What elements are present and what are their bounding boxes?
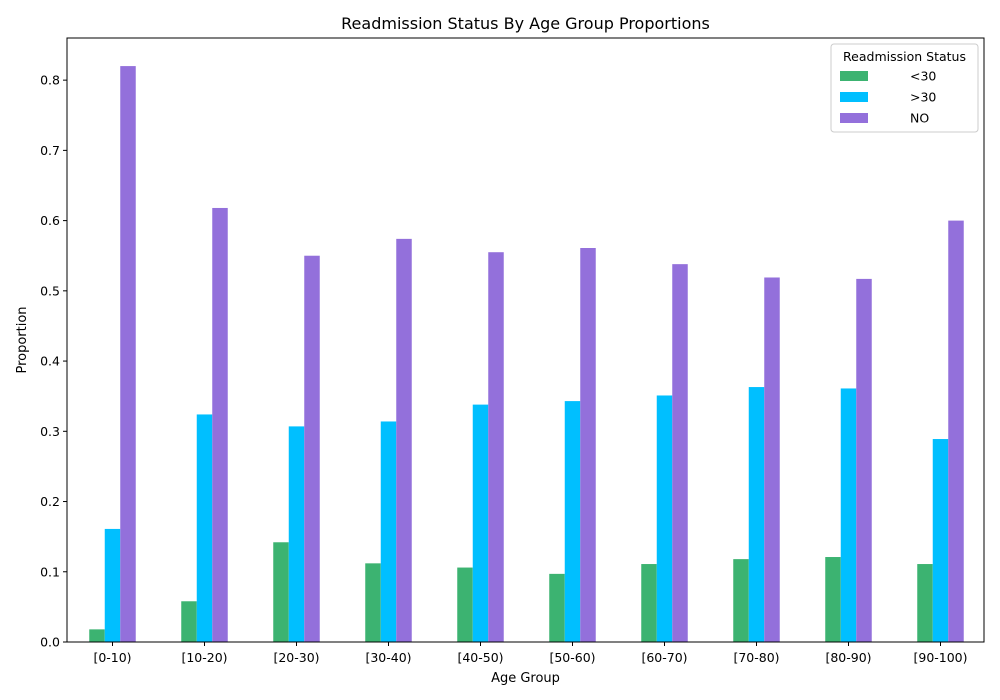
bar [932,439,949,642]
legend-items: <30 >30 NO [840,69,936,126]
chart-title: Readmission Status By Age Group Proporti… [341,14,710,33]
bar [856,278,872,642]
legend-swatch [840,92,868,102]
x-tick-label: [50-60) [549,650,595,665]
bar [840,388,857,642]
x-tick-label: [30-40) [365,650,411,665]
y-tick-label: 0.1 [40,564,60,579]
plot-area [89,66,964,643]
legend-label: NO [910,111,929,126]
y-tick-label: 0.7 [40,143,60,158]
legend-swatch [840,71,868,81]
legend-label: <30 [910,69,936,84]
bar [89,629,105,642]
bar [365,563,381,642]
x-axis-label: Age Group [491,671,560,686]
bar [656,395,673,642]
x-tick-label: [90-100) [913,650,967,665]
legend-swatch [840,113,868,123]
bar [288,426,305,642]
x-tick-label: [0-10) [93,650,131,665]
bar [196,414,213,642]
bar [580,248,596,642]
legend-title: Readmission Status [843,49,966,64]
y-tick-label: 0.8 [40,73,60,88]
plot-frame [66,37,985,643]
y-tick-label: 0.5 [40,283,60,298]
bar [733,559,749,642]
x-tick-label: [60-70) [641,650,687,665]
bar [564,401,581,642]
bar [488,252,504,642]
x-tick-label: [20-30) [273,650,319,665]
x-tick-label: [40-50) [457,650,503,665]
bar [948,220,964,642]
bar [396,238,412,642]
y-axis: 0.0 0.1 0.2 0.3 0.4 0.5 0.6 0.7 0.8 [40,73,67,650]
y-tick-label: 0.6 [40,213,60,228]
bar [825,557,841,642]
bar [457,567,473,642]
bar [472,404,489,642]
bar [273,542,289,642]
x-tick-label: [10-20) [181,650,227,665]
bar [181,601,197,642]
bar [304,255,320,642]
legend-label: >30 [910,90,936,105]
x-tick-label: [70-80) [733,650,779,665]
y-tick-label: 0.4 [40,354,60,369]
bar [104,528,121,642]
bar [212,207,228,642]
y-tick-label: 0.0 [40,635,60,650]
bar [748,387,765,642]
bar [672,264,688,642]
bar [120,66,136,643]
y-tick-label: 0.3 [40,424,60,439]
bar [641,564,657,642]
x-axis: [0-10) [10-20) [20-30) [30-40) [40-50) [50-60… [93,642,968,665]
legend: Readmission Status <30 >30 NO [830,43,979,133]
bar [549,573,565,642]
bar [917,564,933,642]
bar [380,421,397,642]
legend-box [830,43,979,133]
x-tick-label: [80-90) [825,650,871,665]
y-axis-label: Proportion [15,306,30,373]
bar [764,277,780,642]
y-tick-label: 0.2 [40,494,60,509]
